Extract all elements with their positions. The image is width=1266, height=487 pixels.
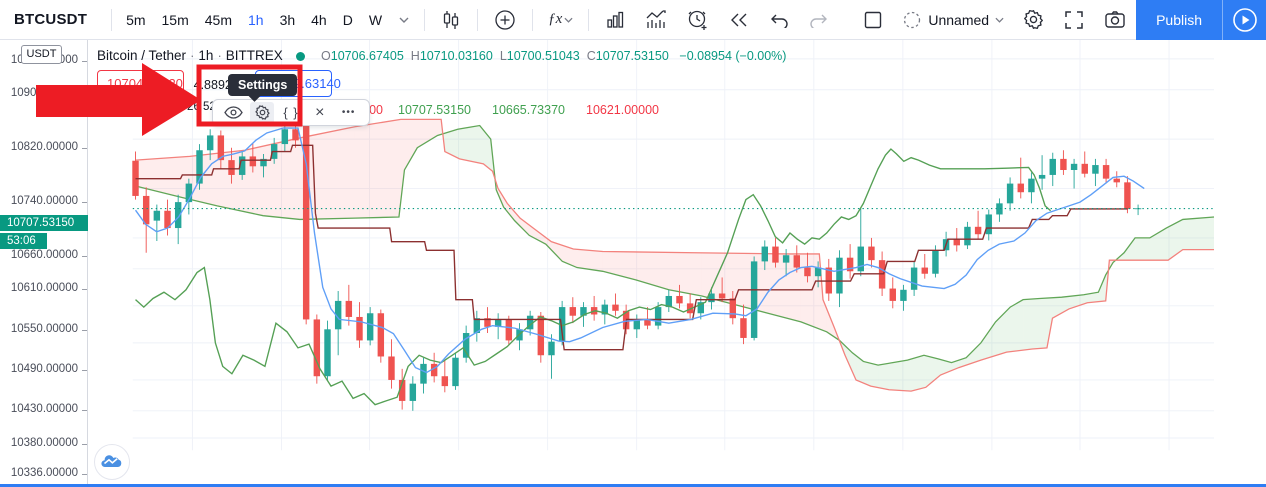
interval-switcher: 5m 15m 45m 1h 3h 4h D W	[118, 12, 390, 28]
interval-D[interactable]: D	[342, 11, 353, 28]
price-change: −0.08954 (−0.00%)	[679, 49, 787, 63]
axis-tick	[82, 255, 87, 257]
chart-watermark-button[interactable]	[94, 444, 130, 480]
area-chart-icon	[101, 455, 122, 468]
compare-add-symbol-icon[interactable]	[484, 1, 526, 39]
snapshot-camera-icon[interactable]	[1094, 1, 1136, 39]
interval-45m[interactable]: 45m	[204, 11, 232, 28]
axis-price-label: 10900.00000	[10, 87, 78, 100]
indicator-templates-icon[interactable]	[635, 1, 677, 39]
layout-name-button[interactable]: Unnamed	[893, 1, 1013, 39]
axis-price-label: 10550.00000	[10, 322, 78, 335]
market-status-dot	[296, 52, 306, 62]
axis-tick	[82, 94, 87, 96]
indicator-actions-popup: { } × •••	[212, 99, 370, 126]
axis-tick	[82, 329, 87, 331]
remove-indicator-icon[interactable]: ×	[315, 103, 325, 121]
layout-select-icon[interactable]	[853, 1, 893, 39]
symbol-title[interactable]: Bitcoin / Tether	[97, 48, 187, 63]
symbol-exchange: BITTREX	[225, 48, 283, 63]
symbol-legend-row[interactable]: Bitcoin / Tether · 1h · BITTREX O10706.67405…	[97, 48, 787, 63]
chart-properties-gear-icon[interactable]	[1013, 1, 1054, 39]
interval-1h[interactable]: 1h	[247, 11, 264, 28]
indicators-fx-button[interactable]: ƒx	[539, 1, 582, 39]
axis-price-label: 10610.00000	[10, 282, 78, 295]
interval-dropdown-chevron-icon[interactable]	[390, 1, 418, 39]
interval-W[interactable]: W	[368, 11, 383, 28]
indicator-value: 10707.53150	[398, 103, 471, 117]
axis-tick	[82, 369, 87, 371]
symbol-interval: 1h	[198, 48, 214, 63]
divider	[477, 8, 479, 31]
undo-icon[interactable]	[759, 1, 799, 39]
publish-menu-play-icon[interactable]	[1222, 0, 1266, 40]
currency-chip[interactable]: USDT	[21, 45, 62, 64]
indicator-value: 10621.00000	[586, 103, 659, 117]
alert-add-icon[interactable]	[677, 1, 719, 39]
axis-price-label: 10660.00000	[10, 248, 78, 261]
price-chart[interactable]	[0, 40, 1266, 487]
divider	[588, 8, 590, 31]
bar-countdown-badge: 53:06	[0, 233, 47, 249]
symbol-button[interactable]: BTCUSDT	[14, 11, 88, 28]
unsaved-layout-circle-icon	[904, 11, 921, 28]
redo-icon[interactable]	[799, 1, 839, 39]
top-toolbar: BTCUSDT 5m 15m 45m 1h 3h 4h D W ƒx	[0, 0, 1266, 40]
axis-price-label: 10490.00000	[10, 362, 78, 375]
settings-tooltip: Settings	[228, 74, 298, 96]
interval-4h[interactable]: 4h	[311, 11, 327, 28]
price-axis[interactable]: USDT 10950.0000010900.0000010820.0000010…	[0, 40, 88, 487]
interval-15m[interactable]: 15m	[161, 11, 189, 28]
axis-tick	[82, 201, 87, 203]
axis-price-label: 10336.00000	[10, 466, 78, 479]
axis-tick	[82, 289, 87, 291]
axis-tick	[82, 473, 87, 475]
source-code-icon[interactable]: { }	[283, 105, 299, 120]
divider	[424, 8, 426, 31]
fullscreen-icon[interactable]	[1054, 1, 1094, 39]
timeline-strip	[0, 484, 1266, 487]
publish-button[interactable]: Publish	[1136, 0, 1222, 40]
axis-price-label: 10820.00000	[10, 141, 78, 153]
axis-tick	[82, 60, 87, 62]
axis-tick	[82, 410, 87, 412]
axis-price-label: 10380.00000	[10, 436, 78, 449]
indicator-settings-gear-icon[interactable]	[250, 101, 275, 124]
ohlc-values: O10706.67405 H10710.03160 L10700.51043 C107…	[321, 49, 669, 63]
more-options-icon[interactable]: •••	[341, 107, 356, 118]
fundamentals-icon[interactable]	[595, 1, 635, 39]
axis-tick	[82, 443, 87, 445]
axis-price-label: 10740.00000	[10, 194, 78, 207]
axis-tick	[82, 148, 87, 149]
divider	[111, 8, 113, 31]
eye-visibility-icon[interactable]	[221, 102, 245, 124]
interval-5m[interactable]: 5m	[126, 11, 146, 28]
axis-price-label: 10430.00000	[10, 403, 78, 416]
sell-button[interactable]: 10704.74220	[97, 70, 184, 97]
last-price-badge: 10707.53150	[0, 215, 88, 231]
replay-rewind-icon[interactable]	[719, 1, 759, 39]
interval-3h[interactable]: 3h	[279, 11, 296, 28]
trade-panel: 10704.74220 4.88920 10709.63140	[97, 70, 341, 97]
indicator-value: 10665.73370	[492, 103, 565, 117]
chart-style-candles-icon[interactable]	[431, 1, 471, 39]
divider	[532, 8, 534, 31]
